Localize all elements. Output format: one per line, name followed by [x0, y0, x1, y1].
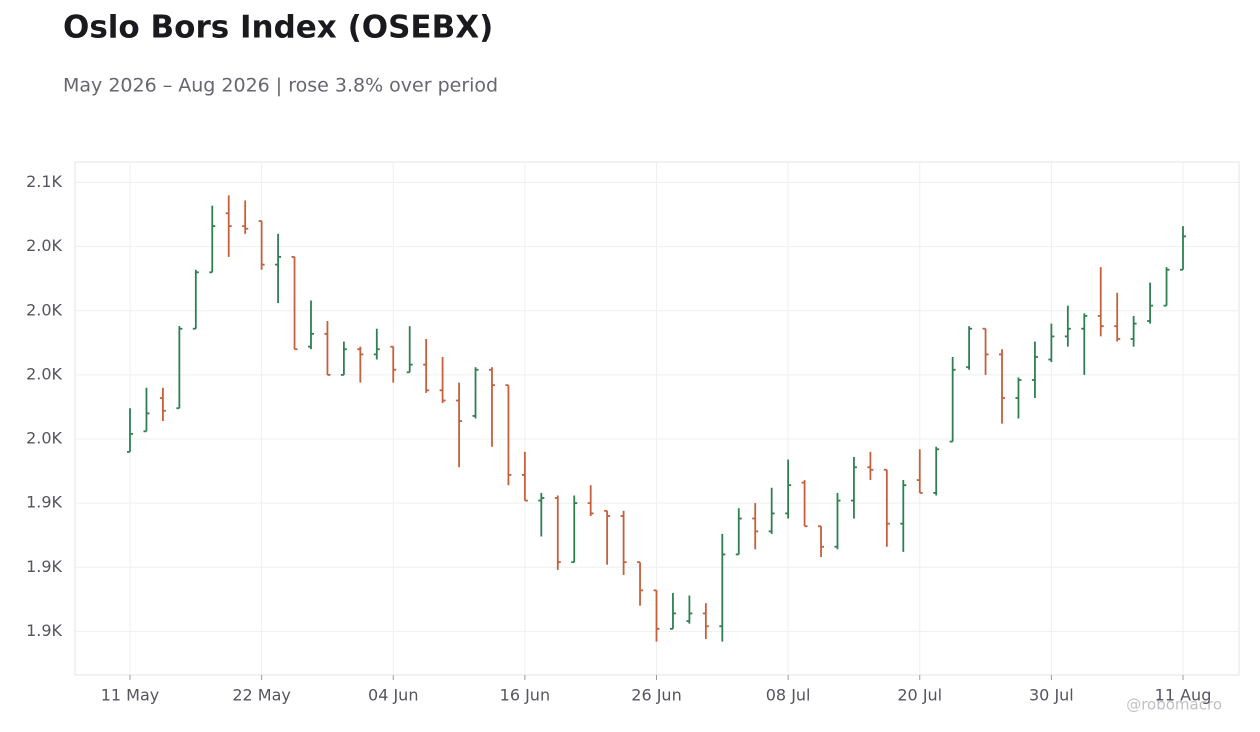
chart-subtitle: May 2026 – Aug 2026 | rose 3.8% over per…	[63, 75, 498, 97]
x-tick-label: 11 Aug	[1155, 686, 1212, 705]
x-tick-label: 11 May	[101, 686, 160, 705]
x-tick-label: 08 Jul	[766, 686, 811, 705]
watermark: @robomacro	[1126, 696, 1222, 714]
x-tick-label: 16 Jun	[500, 686, 550, 705]
y-tick-label: 2.0K	[26, 429, 62, 448]
x-tick-label: 20 Jul	[897, 686, 942, 705]
x-tick-label: 04 Jun	[368, 686, 418, 705]
x-tick-label: 26 Jun	[631, 686, 681, 705]
y-tick-label: 1.9K	[26, 493, 62, 512]
y-tick-label: 1.9K	[26, 557, 62, 576]
x-tick-label: 30 Jul	[1029, 686, 1074, 705]
y-tick-label: 2.0K	[26, 300, 62, 319]
chart-title: Oslo Bors Index (OSEBX)	[63, 10, 493, 46]
y-tick-label: 1.9K	[26, 621, 62, 640]
y-tick-label: 2.0K	[26, 364, 62, 383]
x-tick-label: 22 May	[232, 686, 291, 705]
y-tick-label: 2.1K	[26, 172, 62, 191]
y-tick-label: 2.0K	[26, 236, 62, 255]
